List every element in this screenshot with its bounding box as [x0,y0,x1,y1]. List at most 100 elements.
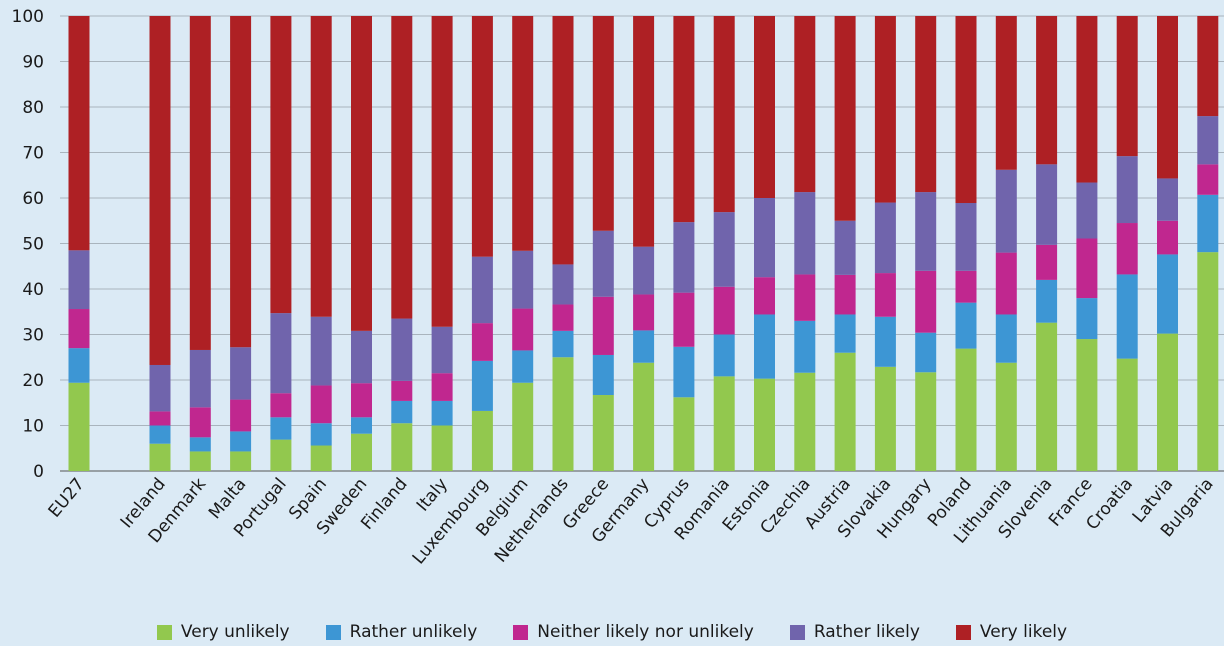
bar-segment [351,433,372,471]
bar-segment [552,357,574,471]
bar-segment [471,16,493,257]
bar-segment [149,443,171,471]
bar-segment [1076,238,1098,299]
bar-segment [874,366,896,471]
bar-stack [1116,16,1138,471]
bar-segment [834,274,856,315]
bar-segment [834,352,856,471]
bar-segment [713,212,735,287]
bar-segment [1197,194,1219,253]
bar-segment [552,264,574,305]
bar-segment [1157,220,1178,255]
bar-segment [592,230,614,297]
bar-segment [754,16,775,198]
stacked-bar-chart: 0 10 20 30 40 50 60 70 80 90 100 EU27 IrelandDenmar… [12,7,1224,568]
bar-segment [834,16,856,221]
bar-segment [955,16,977,204]
bar-segment [1036,16,1058,165]
bar-segment [955,270,977,303]
legend-swatch [789,624,805,640]
bar-segment [1197,16,1219,117]
bar-stack [874,16,896,471]
bar-segment [754,277,775,315]
legend-swatch [513,624,529,640]
bar-segment [995,362,1017,471]
bar-segment [995,314,1017,363]
bar-segment [270,439,292,471]
bar-segment [1197,164,1219,195]
y-tick-label: 40 [22,280,44,300]
bar-segment [1157,178,1178,221]
bar-segment [915,270,937,333]
bar-segment [552,304,574,331]
bar-segment [1116,16,1138,157]
bar-segment [391,16,413,319]
bar-segment [633,294,655,331]
bar-segment [995,16,1017,170]
bar-stack [1197,16,1219,471]
bar-segment [1116,358,1138,471]
bar-segment [633,246,655,295]
bar-segment [149,425,171,444]
bar-segment [834,314,856,353]
bar-segment [955,348,977,471]
bar-segment [391,400,413,424]
bar-segment [754,314,775,379]
bar-segment [754,198,775,278]
bar-segment [230,451,252,471]
bar-segment [512,250,534,309]
bar-segment [512,382,534,471]
y-tick-label: 100 [12,7,44,27]
bar-segment [431,373,453,401]
bar-segment [270,313,292,394]
bar-segment [995,169,1017,253]
bar-segment [713,286,735,335]
bar-segment [149,16,171,365]
bar-stack [512,16,534,471]
y-axis-ticks: 0 10 20 30 40 50 60 70 80 90 100 [12,7,44,482]
bar-segment [391,380,413,401]
x-tick-label: EU27 [45,474,89,521]
bar-segment [431,425,453,471]
legend-label: Rather unlikely [349,622,478,642]
bar-segment [794,16,816,193]
bar-segment [431,16,453,327]
bar-segment [68,16,90,251]
bar-segment [431,326,453,374]
bar-segment [471,256,493,324]
bar-segment [1036,279,1058,323]
bar-segment [874,202,896,274]
bar-stack [794,16,816,471]
bar-segment [633,362,655,471]
bar-segment [471,410,493,471]
bar-segment [391,318,413,381]
legend-item: Rather unlikely [325,622,478,642]
x-axis-ticks: EU27 IrelandDenmarkMaltaPortugalSpainSwed… [45,474,1218,568]
bar-segment [1157,16,1178,179]
legend-swatch [325,624,341,640]
bar-segment [189,349,211,408]
bar-segment [794,372,816,471]
bar-segment [1076,298,1098,340]
bar-segment [713,334,735,377]
bar-segment [189,451,211,471]
bar-segment [673,292,695,347]
bar-segment [673,222,695,293]
legend-label: Rather likely [813,622,920,642]
bar-stack [915,16,937,471]
bar-stack [995,16,1017,471]
bar-stack [633,16,655,471]
bar-segment [915,332,937,373]
bar-stack [471,16,493,471]
y-tick-label: 80 [22,98,44,118]
bar-segment [68,250,90,310]
legend: Very unlikely Rather unlikely Neither like… [0,622,1224,642]
bar-stack [68,16,90,471]
bar-segment [874,316,896,367]
bar-stack [270,16,292,471]
legend-swatch [156,624,172,640]
bar-segment [915,16,937,193]
bar-segment [230,16,252,348]
bar-segment [189,16,211,350]
bar-stack [431,16,453,471]
